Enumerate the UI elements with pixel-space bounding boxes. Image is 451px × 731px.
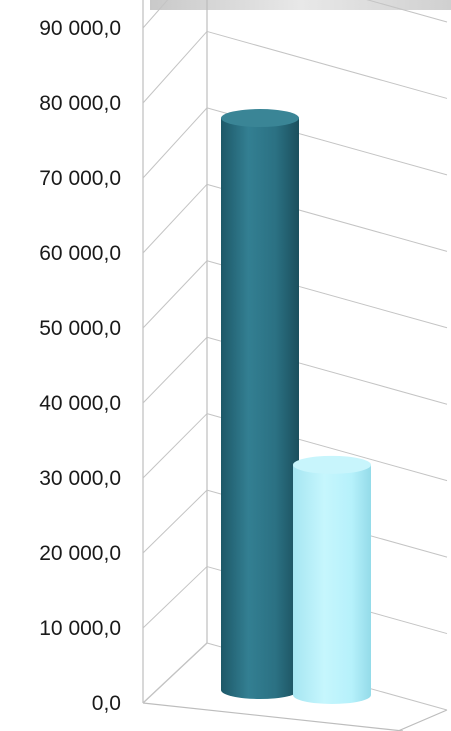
- gridline-side: [142, 0, 169, 29]
- gridline-side: [142, 642, 208, 704]
- y-tick-label: 60 000,0: [39, 242, 121, 265]
- gridline-side: [142, 336, 208, 404]
- gridline-side: [142, 107, 208, 179]
- gridline-side: [142, 260, 208, 329]
- y-tick-label: 20 000,0: [39, 542, 121, 565]
- y-tick-label: 30 000,0: [39, 467, 121, 490]
- bar-body: [293, 464, 371, 704]
- gridline-side: [142, 31, 208, 104]
- gridline-back: [206, 30, 448, 99]
- y-tick-label: 10 000,0: [39, 617, 121, 640]
- floor-right-edge-line: [397, 709, 448, 731]
- bar-1: [221, 109, 299, 700]
- bar-2: [293, 455, 371, 704]
- gridline-side: [142, 566, 208, 629]
- bar-top-cap: [293, 455, 371, 474]
- gridline-side: [142, 183, 208, 254]
- bar-body: [221, 118, 299, 700]
- y-tick-label: 90 000,0: [39, 17, 121, 40]
- floor-front-edge-line: [142, 702, 404, 731]
- gridline-side: [142, 413, 208, 479]
- y-tick-label: 50 000,0: [39, 317, 121, 340]
- y-tick-label: 40 000,0: [39, 392, 121, 415]
- y-tick-label: 70 000,0: [39, 167, 121, 190]
- y-tick-label: 80 000,0: [39, 92, 121, 115]
- y-tick-label: 0,0: [92, 692, 121, 715]
- gridline-back: [366, 0, 448, 23]
- header-banner: [150, 0, 451, 10]
- bar-top-cap: [221, 109, 299, 128]
- gridline-side: [142, 489, 208, 554]
